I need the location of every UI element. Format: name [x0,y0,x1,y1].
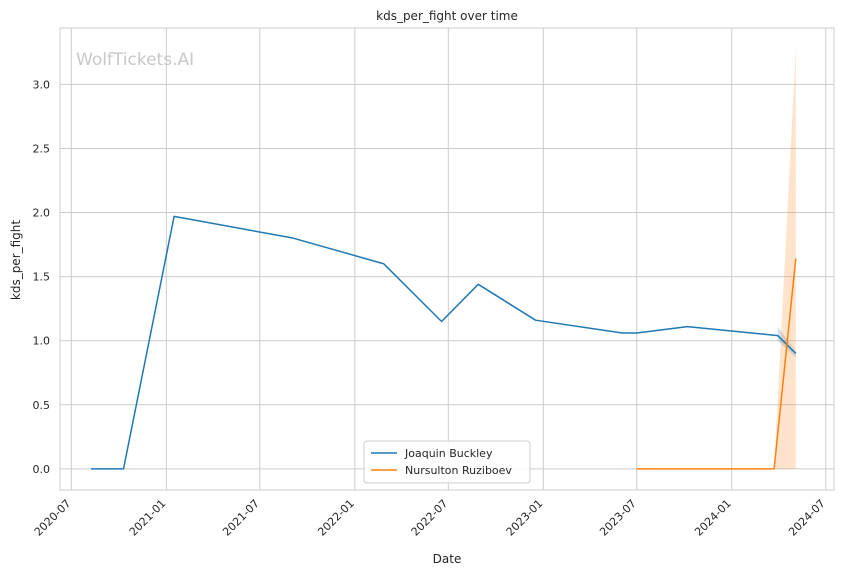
y-tick-label: 1.5 [33,271,51,284]
y-tick-label: 1.0 [33,335,51,348]
series-line-1 [636,258,797,470]
y-tick-labels: 0.0 0.5 1.0 1.5 2.0 2.5 3.0 [33,78,51,475]
x-tick-label: 2024-01 [692,497,734,539]
legend-label-0: Joaquin Buckley [404,447,493,460]
y-tick-label: 3.0 [33,78,51,91]
chart-title: kds_per_fight over time [376,9,518,23]
y-tick-label: 2.0 [33,207,51,220]
legend: Joaquin Buckley Nursulton Ruziboev [363,440,531,484]
y-tick-label: 0.5 [33,399,51,412]
grid-lines [60,28,834,490]
x-tick-labels: 2020-07 2021-01 2021-07 2022-01 2022-07 2023-… [32,497,828,539]
x-axis-label: Date [433,552,462,566]
x-tick-label: 2021-01 [127,497,169,539]
confidence-band-1 [774,48,796,469]
legend-label-1: Nursulton Ruziboev [405,464,512,477]
x-tick-label: 2022-01 [315,497,357,539]
x-tick-label: 2024-07 [786,497,828,539]
watermark: WolfTickets.AI [76,50,194,70]
x-tick-label: 2023-01 [504,497,546,539]
y-axis-label: kds_per_fight [9,220,23,301]
y-tick-label: 0.0 [33,463,51,476]
y-tick-label: 2.5 [33,142,51,155]
legend-box [363,440,531,484]
x-tick-label: 2022-07 [409,497,451,539]
series-lines [90,215,797,470]
x-tick-label: 2020-07 [32,497,74,539]
plot-area [59,27,835,491]
series-line-0 [90,215,797,470]
x-tick-label: 2021-07 [220,497,262,539]
x-tick-label: 2023-07 [597,497,639,539]
